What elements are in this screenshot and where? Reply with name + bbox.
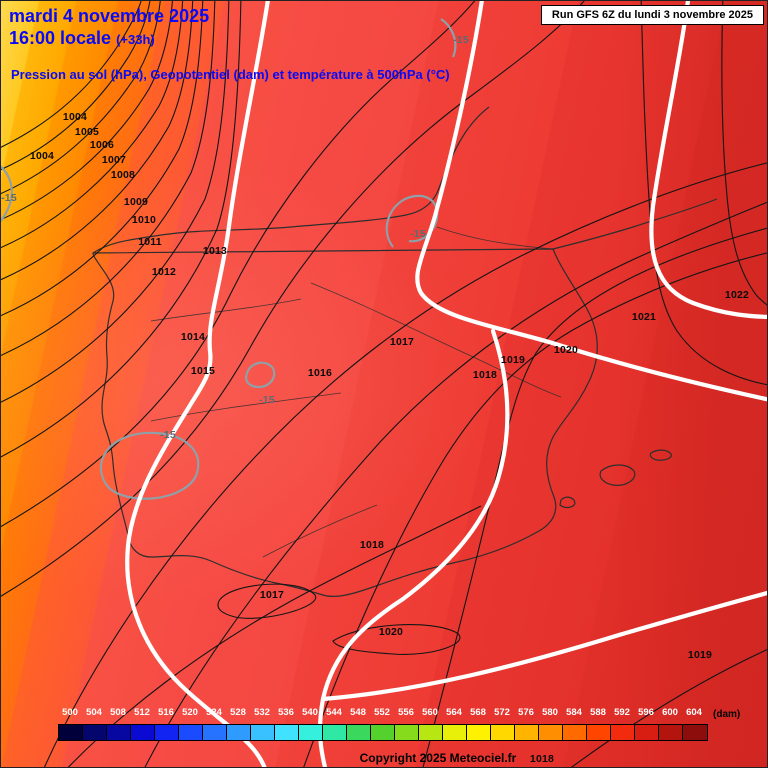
- scale-tick-label: 504: [86, 707, 102, 718]
- local-time: 16:00 locale: [9, 28, 112, 48]
- scale-color-cell: [83, 725, 107, 740]
- temperature-contours: [1, 18, 457, 500]
- scale-color-cell: [155, 725, 179, 740]
- scale-color-cell: [323, 725, 347, 740]
- scale-tick-label: 544: [326, 707, 342, 718]
- scale-color-cell: [659, 725, 683, 740]
- scale-tick-label: 548: [350, 707, 366, 718]
- scale-tick-label: 556: [398, 707, 414, 718]
- scale-tick-label: 604: [686, 707, 702, 718]
- scale-tick-label: 560: [422, 707, 438, 718]
- balearic-islands: [559, 449, 672, 509]
- geopotential-contours: [125, 1, 767, 767]
- scale-tick-label: 576: [518, 707, 534, 718]
- scale-color-cell: [683, 725, 707, 740]
- scale-color-cell: [107, 725, 131, 740]
- scale-tick-label: 508: [110, 707, 126, 718]
- scale-tick-label: 500: [62, 707, 78, 718]
- scale-tick-label: 584: [566, 707, 582, 718]
- scale-tick-label: 580: [542, 707, 558, 718]
- scale-tick-label: 524: [206, 707, 222, 718]
- scale-tick-label: 588: [590, 707, 606, 718]
- scale-color-cell: [371, 725, 395, 740]
- scale-unit-label: (dam): [713, 709, 741, 720]
- time-text: 16:00 locale (+33h): [9, 28, 155, 49]
- scale-color-cell: [131, 725, 155, 740]
- scale-tick-label: 552: [374, 707, 390, 718]
- scale-color-cell: [587, 725, 611, 740]
- scale-tick-label: 528: [230, 707, 246, 718]
- scale-color-cell: [227, 725, 251, 740]
- scale-color-cell: [347, 725, 371, 740]
- scale-color-cell: [611, 725, 635, 740]
- copyright-text: Copyright 2025 Meteociel.fr: [359, 751, 517, 765]
- scale-tick-label: 568: [470, 707, 486, 718]
- rivers: [150, 226, 562, 558]
- scale-ticks: 500 504 508 512 516 520 524 528 532 536 540 544 548 5…: [58, 707, 706, 718]
- scale-tick-label: 512: [134, 707, 150, 718]
- scale-tick-label: 592: [614, 707, 630, 718]
- scale-color-cell: [515, 725, 539, 740]
- scale-color-cell: [275, 725, 299, 740]
- scale-tick-label: 596: [638, 707, 654, 718]
- scale-color-cell: [59, 725, 83, 740]
- scale-tick-label: 564: [446, 707, 462, 718]
- scale-color-cell: [299, 725, 323, 740]
- scale-color-cell: [539, 725, 563, 740]
- scale-color-cell: [419, 725, 443, 740]
- date-text: mardi 4 novembre 2025: [9, 6, 210, 26]
- scale-tick-label: 520: [182, 707, 198, 718]
- scale-color-cell: [251, 725, 275, 740]
- scale-tick-label: 536: [278, 707, 294, 718]
- scale-tick-label: 600: [662, 707, 678, 718]
- color-scale-bar: [58, 724, 708, 741]
- map-subtitle: Pression au sol (hPa), Geopotentiel (dam…: [11, 67, 450, 82]
- scale-tick-label: 532: [254, 707, 270, 718]
- scale-color-cell: [563, 725, 587, 740]
- scale-color-cell: [443, 725, 467, 740]
- scale-color-cell: [467, 725, 491, 740]
- scale-tick-label: 572: [494, 707, 510, 718]
- scale-color-cell: [635, 725, 659, 740]
- forecast-offset: (+33h): [116, 32, 155, 47]
- scale-tick-label: 540: [302, 707, 318, 718]
- run-info-box: Run GFS 6Z du lundi 3 novembre 2025: [540, 5, 764, 25]
- scale-tick-label: 516: [158, 707, 174, 718]
- scale-color-cell: [395, 725, 419, 740]
- scale-color-cell: [179, 725, 203, 740]
- scale-color-cell: [491, 725, 515, 740]
- scale-color-cell: [203, 725, 227, 740]
